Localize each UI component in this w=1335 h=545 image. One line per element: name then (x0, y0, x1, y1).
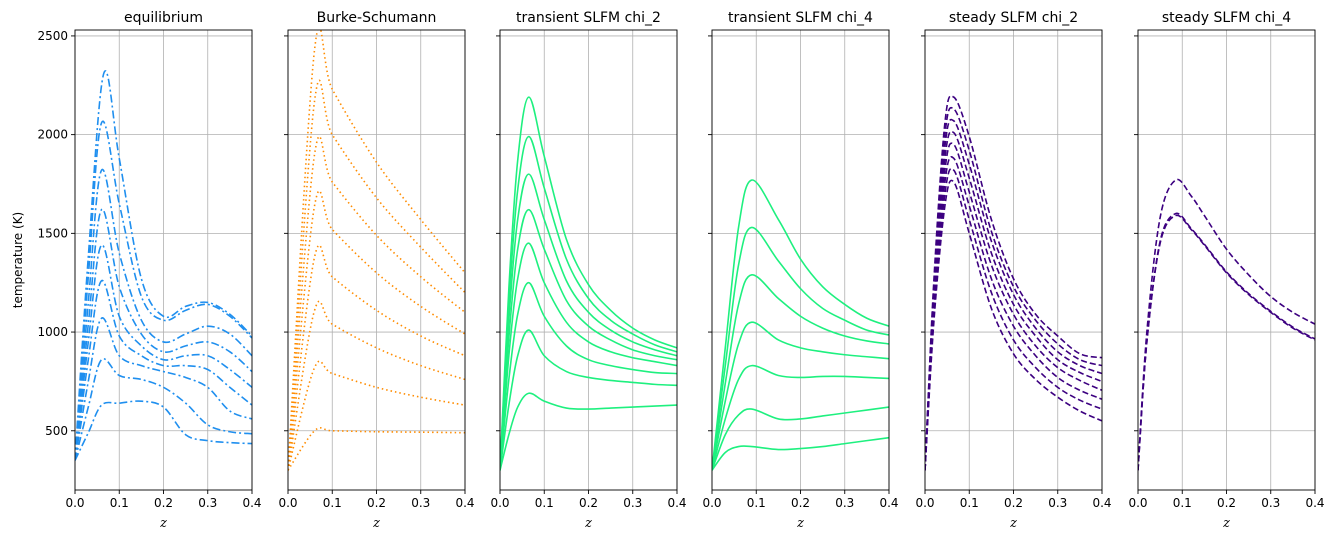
series-line-6 (712, 226, 889, 471)
series-line-3 (712, 364, 889, 471)
x-tick-label: 0.0 (278, 496, 297, 510)
x-tick-label: 0.3 (198, 496, 217, 510)
series-line-2 (1138, 212, 1315, 471)
series-line-4 (75, 279, 252, 461)
x-axis-label: z (159, 516, 167, 531)
x-tick-label: 0.1 (323, 496, 342, 510)
x-tick-label: 0.2 (579, 496, 598, 510)
series-line-1 (712, 436, 889, 471)
y-tick-label: 2500 (37, 29, 68, 43)
x-tick-label: 0.0 (915, 496, 934, 510)
x-tick-label: 0.0 (702, 496, 721, 510)
x-tick-label: 0.4 (667, 496, 686, 510)
x-tick-label: 0.1 (1173, 496, 1192, 510)
panel-1: 0.0 0.1 0.2 0.3 0.4 500 1000 1500 2000 2500 equili… (11, 10, 262, 531)
x-axis-label: z (372, 516, 380, 531)
x-axis-label: z (796, 516, 804, 531)
series-line-4 (925, 142, 1102, 471)
panel-title: transient SLFM chi_2 (516, 10, 661, 26)
x-tick-label: 0.1 (535, 496, 554, 510)
x-tick-label: 0.0 (1128, 496, 1147, 510)
series-line-5 (75, 244, 252, 461)
panel-title: steady SLFM chi_4 (1162, 10, 1291, 26)
x-axis-label: z (1222, 516, 1230, 531)
panel-title: Burke-Schumann (317, 10, 437, 26)
x-tick-label: 0.2 (1217, 496, 1236, 510)
series-line-4 (288, 244, 465, 471)
x-tick-label: 0.3 (1048, 496, 1067, 510)
x-tick-label: 0.1 (747, 496, 766, 510)
series-line-4 (712, 321, 889, 471)
series-line-8 (288, 30, 465, 471)
series-line-7 (500, 135, 677, 471)
panel-3: 0.0 0.1 0.2 0.3 0.4 transient SLFM chi_2z (490, 10, 686, 531)
y-axis-label: temperature (K) (11, 212, 25, 308)
series-line-9 (75, 70, 252, 461)
x-tick-label: 0.4 (1305, 496, 1324, 510)
panel-title: transient SLFM chi_4 (728, 10, 873, 26)
panel-title: steady SLFM chi_2 (949, 10, 1078, 26)
series-line-7 (288, 79, 465, 471)
panel-6: 0.0 0.1 0.2 0.3 0.4 steady SLFM chi_4z (1128, 10, 1324, 531)
series-line-6 (75, 208, 252, 461)
series-line-8 (925, 95, 1102, 471)
y-tick-label: 500 (45, 424, 68, 438)
series-line-8 (75, 120, 252, 461)
x-tick-label: 0.4 (455, 496, 474, 510)
series-line-1 (500, 392, 677, 471)
series-line-2 (500, 329, 677, 471)
series-line-5 (500, 208, 677, 471)
x-tick-label: 0.1 (960, 496, 979, 510)
panel-5: 0.0 0.1 0.2 0.3 0.4 steady SLFM chi_2z (915, 10, 1111, 531)
x-tick-label: 0.2 (791, 496, 810, 510)
series-line-3 (925, 156, 1102, 471)
x-tick-label: 0.0 (65, 496, 84, 510)
x-tick-label: 0.2 (1004, 496, 1023, 510)
series-line-3 (288, 300, 465, 471)
x-tick-label: 0.4 (1092, 496, 1111, 510)
series-line-1 (75, 400, 252, 461)
x-axis-label: z (1009, 516, 1017, 531)
panel-title: equilibrium (124, 10, 203, 26)
series-line-4 (500, 242, 677, 471)
series-line-2 (288, 360, 465, 471)
series-line-5 (712, 274, 889, 471)
x-tick-label: 0.4 (242, 496, 261, 510)
panel-2: 0.0 0.1 0.2 0.3 0.4 Burke-Schumann z (278, 10, 474, 531)
y-tick-label: 1500 (37, 226, 68, 240)
series-line-8 (500, 96, 677, 471)
y-tick-label: 1000 (37, 325, 68, 339)
series-line-2 (75, 357, 252, 461)
x-tick-label: 0.3 (623, 496, 642, 510)
series-line-3 (500, 281, 677, 471)
x-tick-label: 0.0 (490, 496, 509, 510)
x-tick-label: 0.3 (411, 496, 430, 510)
series-line-7 (712, 179, 889, 471)
series-line-3 (1138, 178, 1315, 471)
series-line-2 (712, 406, 889, 471)
panel-4: 0.0 0.1 0.2 0.3 0.4 transient SLFM chi_4z (702, 10, 898, 531)
x-tick-label: 0.2 (367, 496, 386, 510)
x-tick-label: 0.3 (835, 496, 854, 510)
x-tick-label: 0.2 (154, 496, 173, 510)
y-tick-label: 2000 (37, 128, 68, 142)
series-line-6 (500, 173, 677, 471)
x-axis-label: z (584, 516, 592, 531)
series-line-6 (288, 135, 465, 471)
x-tick-label: 0.3 (1261, 496, 1280, 510)
series-line-7 (75, 168, 252, 461)
x-tick-label: 0.1 (110, 496, 129, 510)
x-tick-label: 0.4 (879, 496, 898, 510)
